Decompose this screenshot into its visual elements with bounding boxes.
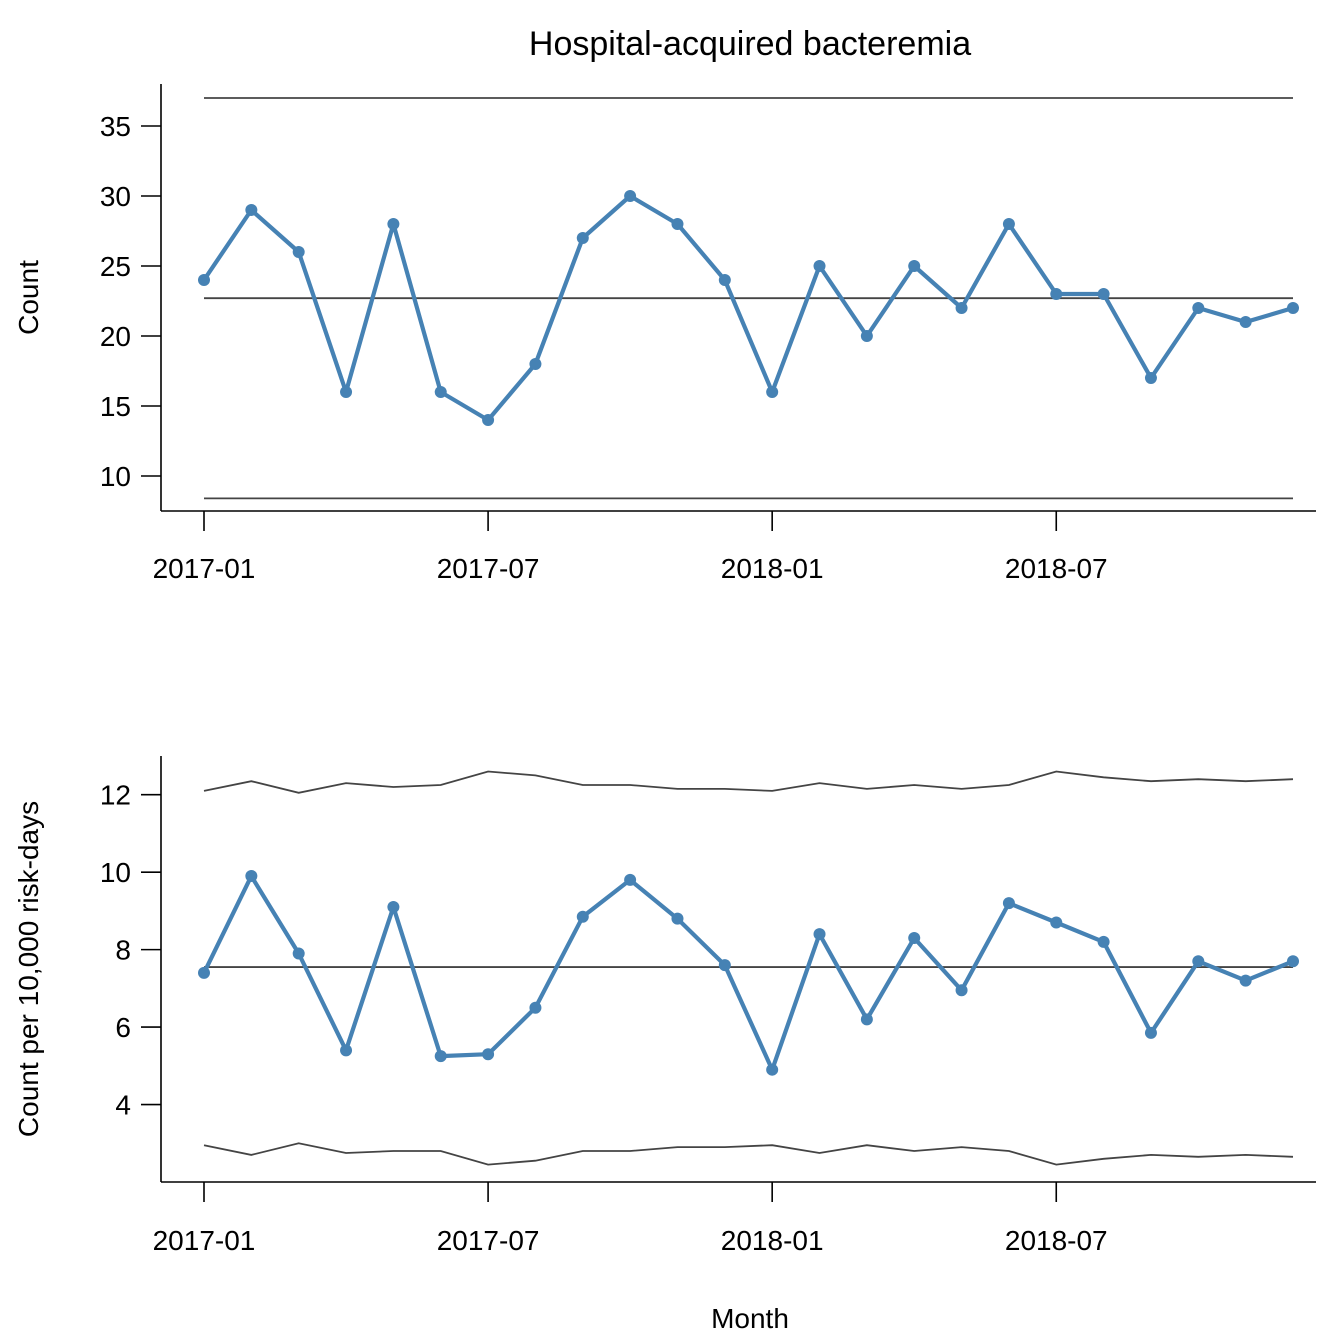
upper-control-limit [203, 770, 1294, 794]
data-point [576, 910, 589, 923]
data-point [1097, 935, 1110, 948]
y-tick-label: 10 [100, 857, 131, 888]
data-point [624, 190, 637, 202]
chart-title: Hospital-acquired bacteremia [529, 25, 971, 63]
data-point [766, 1063, 779, 1076]
y-axis-title: Count per 10,000 risk-days [13, 801, 44, 1137]
data-point [198, 966, 210, 979]
data-point [766, 386, 779, 398]
lower-control-limit [203, 1142, 1294, 1166]
data-point [1097, 288, 1110, 300]
y-tick-label: 20 [100, 321, 131, 352]
data-point [1050, 288, 1063, 300]
data-point [1002, 218, 1015, 230]
data-point [387, 901, 400, 914]
chart-panel-2: 4 6 8 10 12 2017-01 2017-07 2018-01 2018-07 Count… [13, 756, 1316, 1334]
x-tick-label: 2017-01 [153, 1225, 256, 1256]
data-point [1239, 974, 1252, 987]
data-point [671, 912, 684, 925]
data-point [482, 414, 495, 426]
x-tick-label: 2017-07 [437, 553, 540, 584]
data-point [955, 984, 968, 997]
data-point [1144, 372, 1157, 384]
data-point [860, 330, 873, 342]
y-tick-label: 6 [115, 1012, 131, 1043]
y-tick-label: 8 [115, 935, 131, 966]
data-point [434, 386, 447, 398]
y-axis-title: Count [13, 260, 44, 335]
data-point [813, 928, 826, 941]
y-tick-label: 35 [100, 111, 131, 142]
data-point [292, 947, 305, 960]
x-tick-label: 2018-01 [721, 1225, 824, 1256]
x-tick-label: 2018-07 [1005, 553, 1108, 584]
y-tick-label: 30 [100, 181, 131, 212]
data-point [1239, 316, 1252, 328]
data-point [529, 358, 542, 370]
x-tick-label: 2017-07 [437, 1225, 540, 1256]
data-point [671, 218, 684, 230]
y-tick-label: 10 [100, 461, 131, 492]
x-tick-label: 2018-07 [1005, 1225, 1108, 1256]
x-tick-label: 2018-01 [721, 553, 824, 584]
data-point [1192, 955, 1205, 968]
data-point [340, 386, 353, 398]
y-tick-label: 4 [115, 1090, 131, 1121]
data-point [340, 1044, 353, 1057]
y-tick-label: 15 [100, 391, 131, 422]
data-point [245, 204, 258, 216]
data-point [387, 218, 400, 230]
data-point [292, 246, 305, 258]
data-point [1287, 302, 1299, 314]
data-point [813, 260, 826, 272]
y-tick-label: 12 [100, 780, 131, 811]
x-axis-title: Month [711, 1303, 789, 1334]
data-point [718, 959, 731, 972]
y-tick-label: 25 [100, 251, 131, 282]
series-line [202, 873, 1294, 1072]
series-line [202, 193, 1294, 423]
data-point [529, 1001, 542, 1014]
data-point [1002, 897, 1015, 910]
data-point [245, 870, 258, 883]
data-point [955, 302, 968, 314]
x-tick-label: 2017-01 [153, 553, 256, 584]
data-point [624, 873, 637, 886]
data-point [434, 1050, 447, 1063]
data-point [718, 274, 731, 286]
chart-panel-1: Hospital-acquired bacteremia 10 15 20 25 30 35… [13, 25, 1316, 584]
data-point [1192, 302, 1205, 314]
data-point [908, 932, 921, 945]
data-point [1144, 1026, 1157, 1039]
data-point [860, 1013, 873, 1026]
data-point [198, 274, 210, 286]
data-point [1050, 916, 1063, 929]
data-point [1287, 955, 1299, 968]
data-point [576, 232, 589, 244]
data-point [908, 260, 921, 272]
data-point [482, 1048, 495, 1061]
